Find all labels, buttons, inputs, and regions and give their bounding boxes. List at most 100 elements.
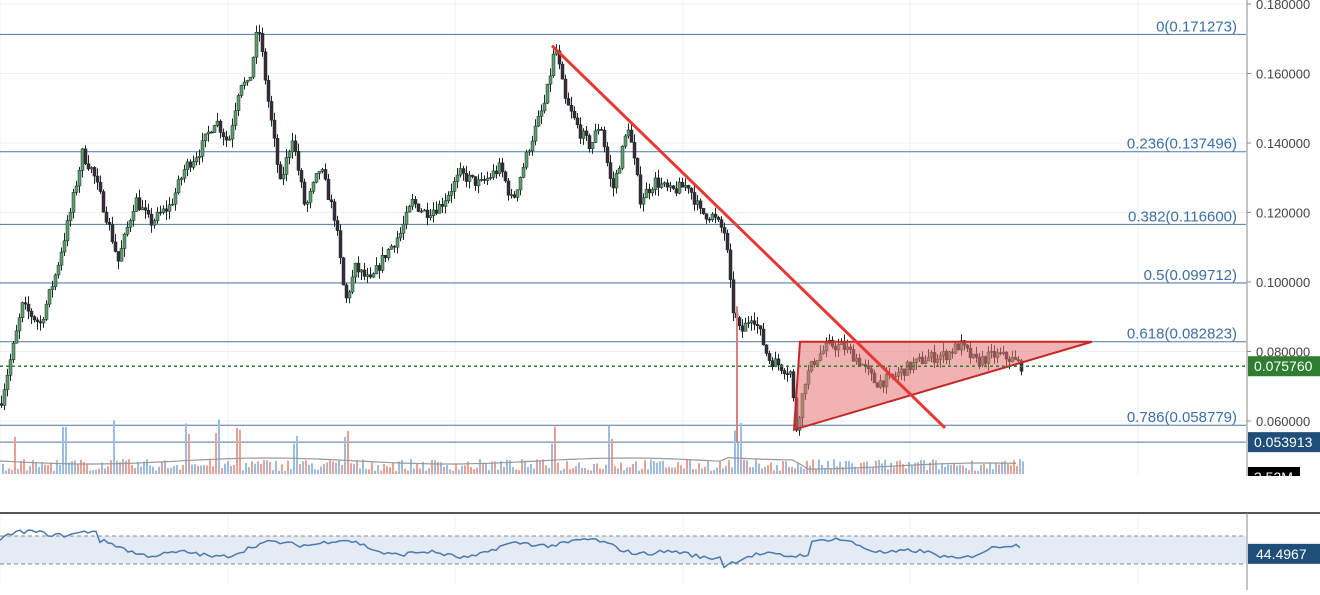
candle-body	[131, 211, 136, 221]
rsi-band	[0, 536, 1246, 564]
candle-body	[62, 240, 67, 253]
volume-bar	[575, 466, 577, 474]
candle-body	[716, 217, 721, 220]
volume-bar	[170, 467, 172, 474]
volume-bar	[902, 464, 904, 474]
volume-bar	[320, 466, 322, 474]
volume-bar	[794, 468, 796, 474]
volume-bar	[179, 469, 181, 474]
candle-body	[746, 322, 751, 324]
volume-bar	[230, 465, 232, 474]
candle-body	[305, 202, 310, 205]
candle-body	[731, 279, 736, 314]
candle-body	[755, 324, 760, 326]
candle-body	[629, 129, 634, 143]
volume-bar	[920, 460, 922, 474]
volume-bar	[1016, 466, 1018, 474]
candle-body	[26, 303, 31, 312]
volume-bar	[491, 461, 493, 474]
candle-body	[380, 255, 385, 271]
volume-bar	[872, 467, 874, 474]
candle-body	[527, 150, 532, 153]
volume-bar	[1013, 460, 1015, 474]
volume-bar	[395, 470, 397, 474]
volume-bar	[767, 465, 769, 474]
volume-bar	[779, 470, 781, 474]
candle-body	[29, 310, 34, 317]
candle-body	[122, 233, 127, 249]
volume-bar	[596, 463, 598, 474]
volume-bar	[353, 463, 355, 474]
volume-bar	[917, 462, 919, 474]
volume-bar	[14, 436, 16, 474]
volume-bar	[419, 468, 421, 474]
candle-body	[341, 257, 346, 286]
volume-bar	[644, 460, 646, 474]
volume-bar	[659, 461, 661, 474]
volume-bar	[209, 459, 211, 474]
volume-bar	[584, 468, 586, 474]
candle-body	[488, 177, 493, 179]
candle-body	[0, 403, 4, 406]
volume-bar	[740, 422, 742, 474]
volume-bar	[803, 468, 805, 474]
volume-bar	[83, 462, 85, 474]
trendline[interactable]	[550, 44, 947, 430]
volume-bar	[278, 470, 280, 474]
candle-body	[233, 110, 238, 126]
volume-bar	[74, 460, 76, 474]
candle-body	[707, 218, 712, 221]
candle-body	[53, 274, 58, 287]
candle-body	[182, 169, 187, 179]
candle-body	[266, 79, 271, 102]
candle-body	[434, 209, 439, 214]
candle-body	[98, 181, 103, 192]
candle-body	[671, 185, 676, 189]
volume-bar	[113, 420, 115, 474]
volume-bar	[206, 465, 208, 474]
volume-bar	[338, 460, 340, 474]
volume-bar	[383, 463, 385, 474]
volume-bar	[119, 462, 121, 474]
volume-bar	[611, 438, 613, 474]
volume-bar	[95, 469, 97, 474]
volume-bar	[749, 467, 751, 474]
triangle-pattern[interactable]	[792, 340, 1093, 432]
volume-bar	[260, 463, 262, 474]
candle-body	[578, 124, 583, 139]
candle-body	[410, 199, 415, 207]
volume-bar	[47, 465, 49, 474]
volume-bar	[734, 430, 736, 474]
candle-body	[176, 179, 181, 194]
volume-bar	[890, 462, 892, 474]
candle-body	[41, 319, 46, 324]
candle-body	[482, 179, 487, 181]
candle-body	[440, 204, 445, 207]
volume-bar	[968, 470, 970, 474]
volume-bar	[398, 461, 400, 474]
candle-body	[533, 125, 538, 142]
candle-body	[695, 200, 700, 205]
volume-bar	[956, 465, 958, 474]
volume-bar	[158, 466, 160, 474]
candle-body	[47, 289, 52, 305]
price-badge-label: 0.053913	[1254, 434, 1313, 450]
candle-body	[83, 148, 88, 165]
volume-bar	[824, 468, 826, 474]
candle-body	[791, 371, 796, 398]
volume-bar	[176, 464, 178, 474]
volume-bar	[608, 426, 610, 474]
volume-bar	[932, 459, 934, 474]
candle-body	[677, 181, 682, 194]
candle-body	[11, 342, 16, 360]
candle-body	[569, 104, 574, 112]
volume-bar	[11, 469, 13, 474]
volume-bar	[899, 460, 901, 474]
candle-body	[386, 249, 391, 259]
volume-bar	[629, 467, 631, 474]
volume-bar	[887, 469, 889, 474]
candle-body	[566, 98, 571, 106]
candle-body	[257, 31, 262, 34]
